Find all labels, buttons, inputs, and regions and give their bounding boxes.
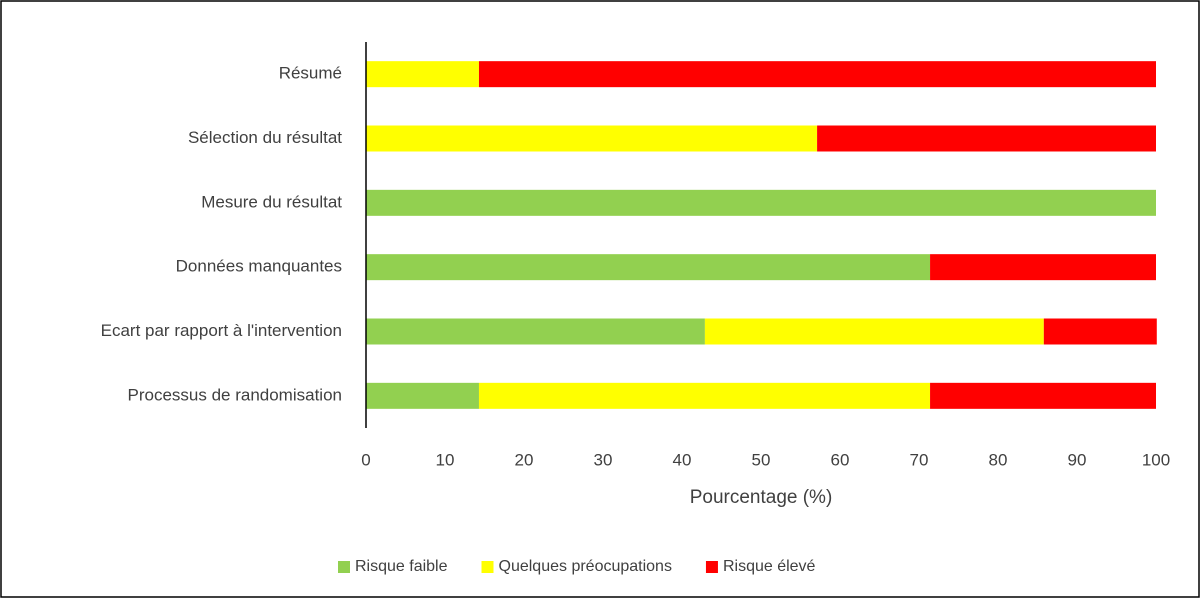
y-tick-label: Sélection du résultat <box>188 128 342 147</box>
bar-segment <box>366 382 479 409</box>
bar-segment <box>817 125 1156 152</box>
legend-label: Risque faible <box>355 558 448 575</box>
x-tick-label: 80 <box>989 450 1008 469</box>
bar-segment <box>478 61 1157 88</box>
x-tick-label: 50 <box>752 450 771 469</box>
bar-segment <box>366 189 1156 216</box>
bar-segment <box>478 382 931 409</box>
x-tick-label: 100 <box>1142 450 1170 469</box>
y-tick-label: Ecart par rapport à l'intervention <box>101 321 342 340</box>
legend-label: Quelques préocupations <box>499 558 672 575</box>
bar-segment <box>366 254 931 281</box>
bar-segment <box>366 318 705 345</box>
bar-segment <box>930 254 1156 281</box>
x-tick-label: 90 <box>1068 450 1087 469</box>
x-tick-label: 10 <box>436 450 455 469</box>
bar-segment <box>1043 318 1157 345</box>
legend-label: Risque élevé <box>723 558 816 575</box>
x-axis-title: Pourcentage (%) <box>690 487 833 508</box>
bar-segment <box>366 61 479 88</box>
bar-segment <box>704 318 1044 345</box>
y-tick-label: Données manquantes <box>176 257 342 276</box>
x-tick-label: 40 <box>673 450 692 469</box>
x-tick-label: 20 <box>515 450 534 469</box>
y-tick-label: Mesure du résultat <box>201 192 342 211</box>
x-tick-label: 30 <box>594 450 613 469</box>
x-tick-label: 60 <box>831 450 850 469</box>
y-tick-label: Processus de randomisation <box>127 385 342 404</box>
legend-swatch <box>481 561 494 573</box>
legend-swatch <box>705 561 718 573</box>
y-tick-label: Résumé <box>279 64 342 83</box>
bar-segment <box>366 125 818 152</box>
x-tick-label: 0 <box>361 450 370 469</box>
bar-segment <box>930 382 1156 409</box>
x-tick-label: 70 <box>910 450 929 469</box>
legend-swatch <box>338 561 350 573</box>
